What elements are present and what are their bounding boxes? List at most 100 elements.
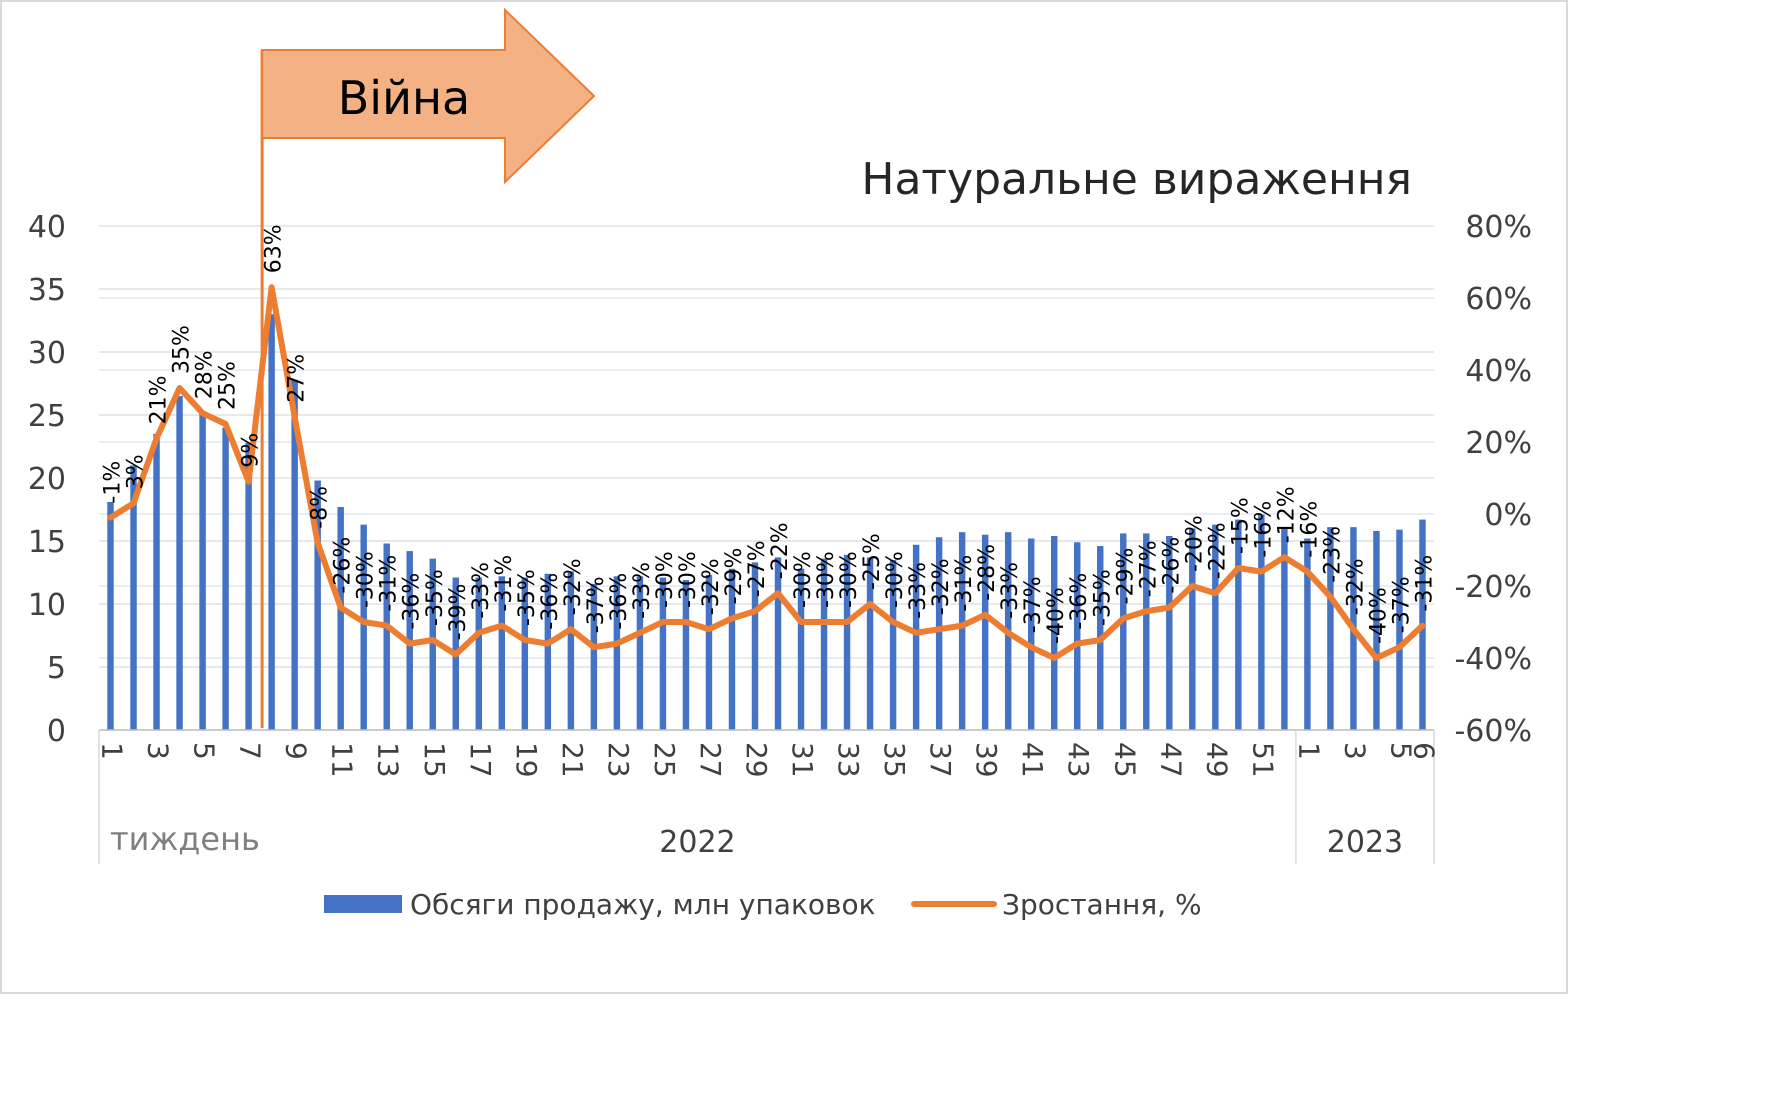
y-axis-left-tick-label: 40 bbox=[28, 210, 66, 245]
bar bbox=[728, 568, 736, 730]
line-data-label: -30% bbox=[354, 551, 379, 608]
x-axis-tick-label: 19 bbox=[510, 742, 543, 778]
y-axis-left-tick-label: 15 bbox=[28, 525, 66, 560]
line-data-label: -29% bbox=[1113, 548, 1138, 605]
bar bbox=[130, 465, 137, 730]
line-data-label: -36% bbox=[1067, 573, 1092, 630]
line-data-label: -12% bbox=[1274, 486, 1299, 543]
line-data-label: -30% bbox=[791, 551, 816, 608]
line-data-label: -30% bbox=[883, 551, 908, 608]
line-data-label: 9% bbox=[239, 433, 264, 468]
line-data-label: -31% bbox=[377, 555, 402, 612]
x-axis-tick-label: 21 bbox=[556, 742, 589, 778]
x-axis-tick-label: 1 bbox=[96, 742, 129, 760]
chart-title: Натуральне вираження bbox=[861, 154, 1412, 205]
x-axis-tick-label: 51 bbox=[1246, 742, 1279, 778]
legend-bar-swatch bbox=[324, 895, 402, 913]
line-data-label: -30% bbox=[653, 551, 678, 608]
line-data-label: -35% bbox=[515, 569, 540, 626]
line-data-label: -40% bbox=[1366, 587, 1391, 644]
bar bbox=[843, 554, 851, 730]
line-data-label: -31% bbox=[492, 555, 517, 612]
y-axis-left-tick-label: 30 bbox=[28, 336, 66, 371]
bar bbox=[1166, 535, 1173, 730]
line-data-label: -26% bbox=[331, 537, 356, 594]
bar bbox=[498, 576, 506, 730]
bar bbox=[268, 314, 275, 730]
line-data-label: -30% bbox=[676, 551, 701, 608]
bar bbox=[1189, 528, 1196, 730]
bar bbox=[222, 427, 229, 730]
bar bbox=[751, 562, 759, 730]
x-axis-tick-label: 45 bbox=[1108, 742, 1141, 778]
x-axis-tick-label: 7 bbox=[234, 742, 267, 760]
x-axis-tick-label: 29 bbox=[740, 742, 773, 778]
line-data-label: -36% bbox=[400, 573, 425, 630]
line-data-label: -33% bbox=[906, 562, 931, 619]
bar bbox=[1074, 542, 1081, 730]
bar bbox=[912, 544, 920, 730]
x-axis-tick-label: 5 bbox=[188, 742, 221, 760]
y-axis-right-tick-label: -20% bbox=[1454, 570, 1532, 605]
line-data-label: -29% bbox=[722, 548, 747, 605]
x-axis-tick-label: 37 bbox=[924, 742, 957, 778]
line-data-label: -30% bbox=[814, 551, 839, 608]
y-axis-left-tick-label: 0 bbox=[47, 714, 66, 749]
x-axis-title: тиждень bbox=[110, 820, 260, 858]
x-axis-tick-label: 49 bbox=[1200, 742, 1233, 778]
line-data-label: 28% bbox=[193, 350, 218, 399]
x-axis-tick-label: 3 bbox=[142, 742, 175, 760]
bar bbox=[705, 575, 713, 730]
line-data-label: -22% bbox=[768, 522, 793, 579]
bar bbox=[1235, 519, 1242, 730]
chart-container: 0 5 10 15 20 25 30 35 40 -60% -40% -20% 0% 20% 40% 60% 8… bbox=[0, 0, 1568, 994]
x-axis-tick-label: 23 bbox=[602, 742, 635, 778]
y-axis-right-tick-label: 20% bbox=[1465, 426, 1532, 461]
bar bbox=[1396, 529, 1403, 730]
y-axis-right-tick-label: 0% bbox=[1484, 498, 1532, 533]
war-arrow-label: Війна bbox=[338, 71, 471, 125]
line-data-label: -26% bbox=[1159, 537, 1184, 594]
y-axis-left-tick-label: 20 bbox=[28, 462, 66, 497]
y-axis-right-tick-label: 40% bbox=[1465, 354, 1532, 389]
line-data-label: -32% bbox=[1343, 558, 1368, 615]
x-axis-tick-label: 17 bbox=[464, 742, 497, 778]
legend-line-label: Зростання, % bbox=[1002, 888, 1202, 921]
x-axis-tick-label: 1 bbox=[1292, 742, 1325, 760]
line-data-label: -33% bbox=[630, 562, 655, 619]
y-axis-left-tick-label: 25 bbox=[28, 399, 66, 434]
line-data-label: -27% bbox=[1136, 540, 1161, 597]
line-data-label: -20% bbox=[1182, 515, 1207, 572]
bar bbox=[1258, 514, 1265, 730]
line-data-label: -36% bbox=[538, 573, 563, 630]
bar bbox=[245, 442, 252, 730]
chart-svg: 0510152025303540-60%-40%-20%0%20%40%60%8… bbox=[28, 7, 1532, 921]
bar bbox=[314, 480, 321, 730]
bar bbox=[1281, 527, 1288, 730]
x-axis-tick-label: 11 bbox=[326, 742, 359, 778]
bar bbox=[1027, 538, 1035, 730]
x-axis-tick-label: 3 bbox=[1338, 742, 1371, 760]
line-data-label: -37% bbox=[1021, 576, 1046, 633]
line-data-label: -15% bbox=[1228, 497, 1253, 554]
line-data-label: -32% bbox=[561, 558, 586, 615]
y-axis-left-tick-label: 35 bbox=[28, 273, 66, 308]
legend-bar-label: Обсяги продажу, млн упаковок bbox=[410, 888, 876, 921]
line-data-label: -8% bbox=[308, 486, 333, 529]
x-axis-tick-label: 27 bbox=[694, 742, 727, 778]
y-axis-left-tick-label: 5 bbox=[47, 651, 66, 686]
bar bbox=[153, 433, 160, 730]
line-data-label: -35% bbox=[1090, 569, 1115, 626]
line-data-label: 35% bbox=[170, 325, 195, 374]
x-axis-tick-label: 5 bbox=[1384, 742, 1417, 760]
bar bbox=[1327, 527, 1334, 730]
bar bbox=[820, 558, 828, 730]
x-axis-tick-label: 9 bbox=[280, 742, 313, 760]
bar bbox=[107, 501, 114, 730]
bar bbox=[682, 580, 690, 730]
bar bbox=[1212, 524, 1219, 730]
bar bbox=[889, 559, 897, 730]
line-data-label: -39% bbox=[446, 584, 471, 641]
line-data-label: -22% bbox=[1205, 522, 1230, 579]
x-axis-tick-label: 39 bbox=[970, 742, 1003, 778]
